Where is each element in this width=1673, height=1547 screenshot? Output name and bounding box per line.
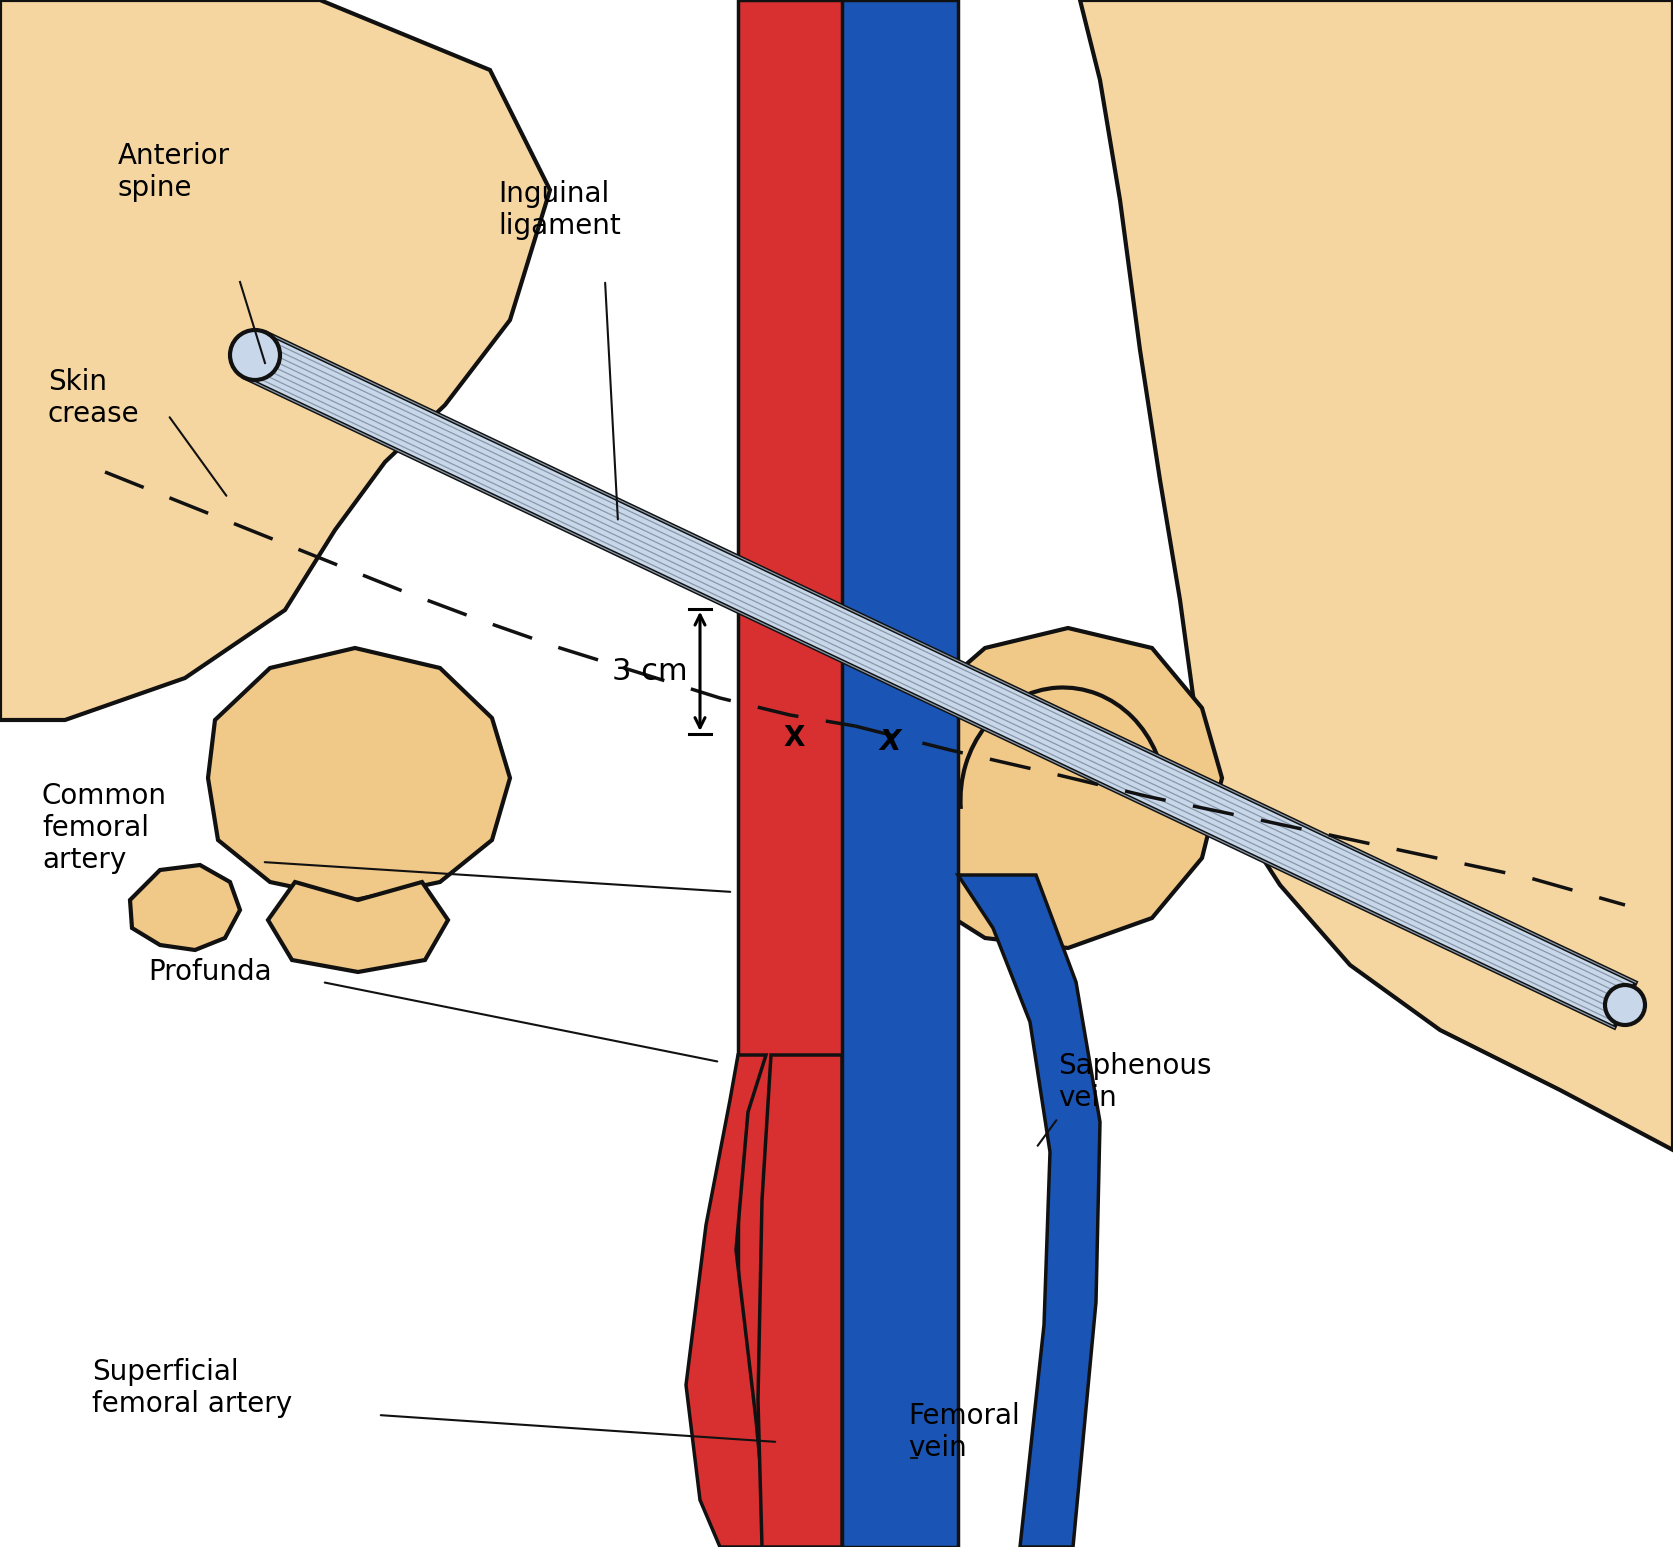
Polygon shape xyxy=(207,648,510,900)
Text: Femoral
vein: Femoral vein xyxy=(908,1402,1021,1462)
Text: Common
femoral
artery: Common femoral artery xyxy=(42,781,167,874)
Circle shape xyxy=(229,330,279,381)
Text: Superficial
femoral artery: Superficial femoral artery xyxy=(92,1358,293,1419)
Text: Skin
crease: Skin crease xyxy=(49,368,139,429)
Polygon shape xyxy=(758,1055,842,1547)
Polygon shape xyxy=(130,865,239,950)
Polygon shape xyxy=(1081,0,1673,1149)
Circle shape xyxy=(1604,985,1645,1026)
Polygon shape xyxy=(738,0,842,1547)
Polygon shape xyxy=(0,0,550,719)
Text: X: X xyxy=(783,724,805,752)
Polygon shape xyxy=(838,0,959,1547)
Text: 3 cm: 3 cm xyxy=(612,657,688,685)
Text: Profunda: Profunda xyxy=(147,958,271,985)
Text: Anterior
spine: Anterior spine xyxy=(119,142,231,203)
Polygon shape xyxy=(959,876,1101,1547)
Text: X: X xyxy=(880,727,900,756)
Text: Inguinal
ligament: Inguinal ligament xyxy=(499,179,621,240)
Text: Saphenous
vein: Saphenous vein xyxy=(1057,1052,1211,1112)
Polygon shape xyxy=(898,628,1221,948)
Polygon shape xyxy=(244,333,1636,1027)
Polygon shape xyxy=(686,1055,768,1547)
Polygon shape xyxy=(268,882,448,972)
